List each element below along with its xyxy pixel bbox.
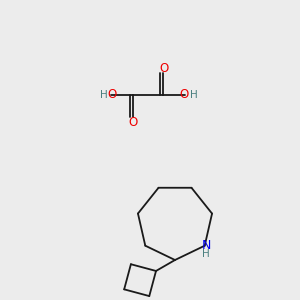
Text: O: O [159, 61, 169, 74]
Text: O: O [179, 88, 189, 101]
Text: O: O [107, 88, 117, 101]
Text: H: H [100, 90, 108, 100]
Text: O: O [128, 116, 138, 128]
Text: N: N [202, 239, 211, 252]
Text: H: H [190, 90, 198, 100]
Text: H: H [202, 249, 210, 259]
